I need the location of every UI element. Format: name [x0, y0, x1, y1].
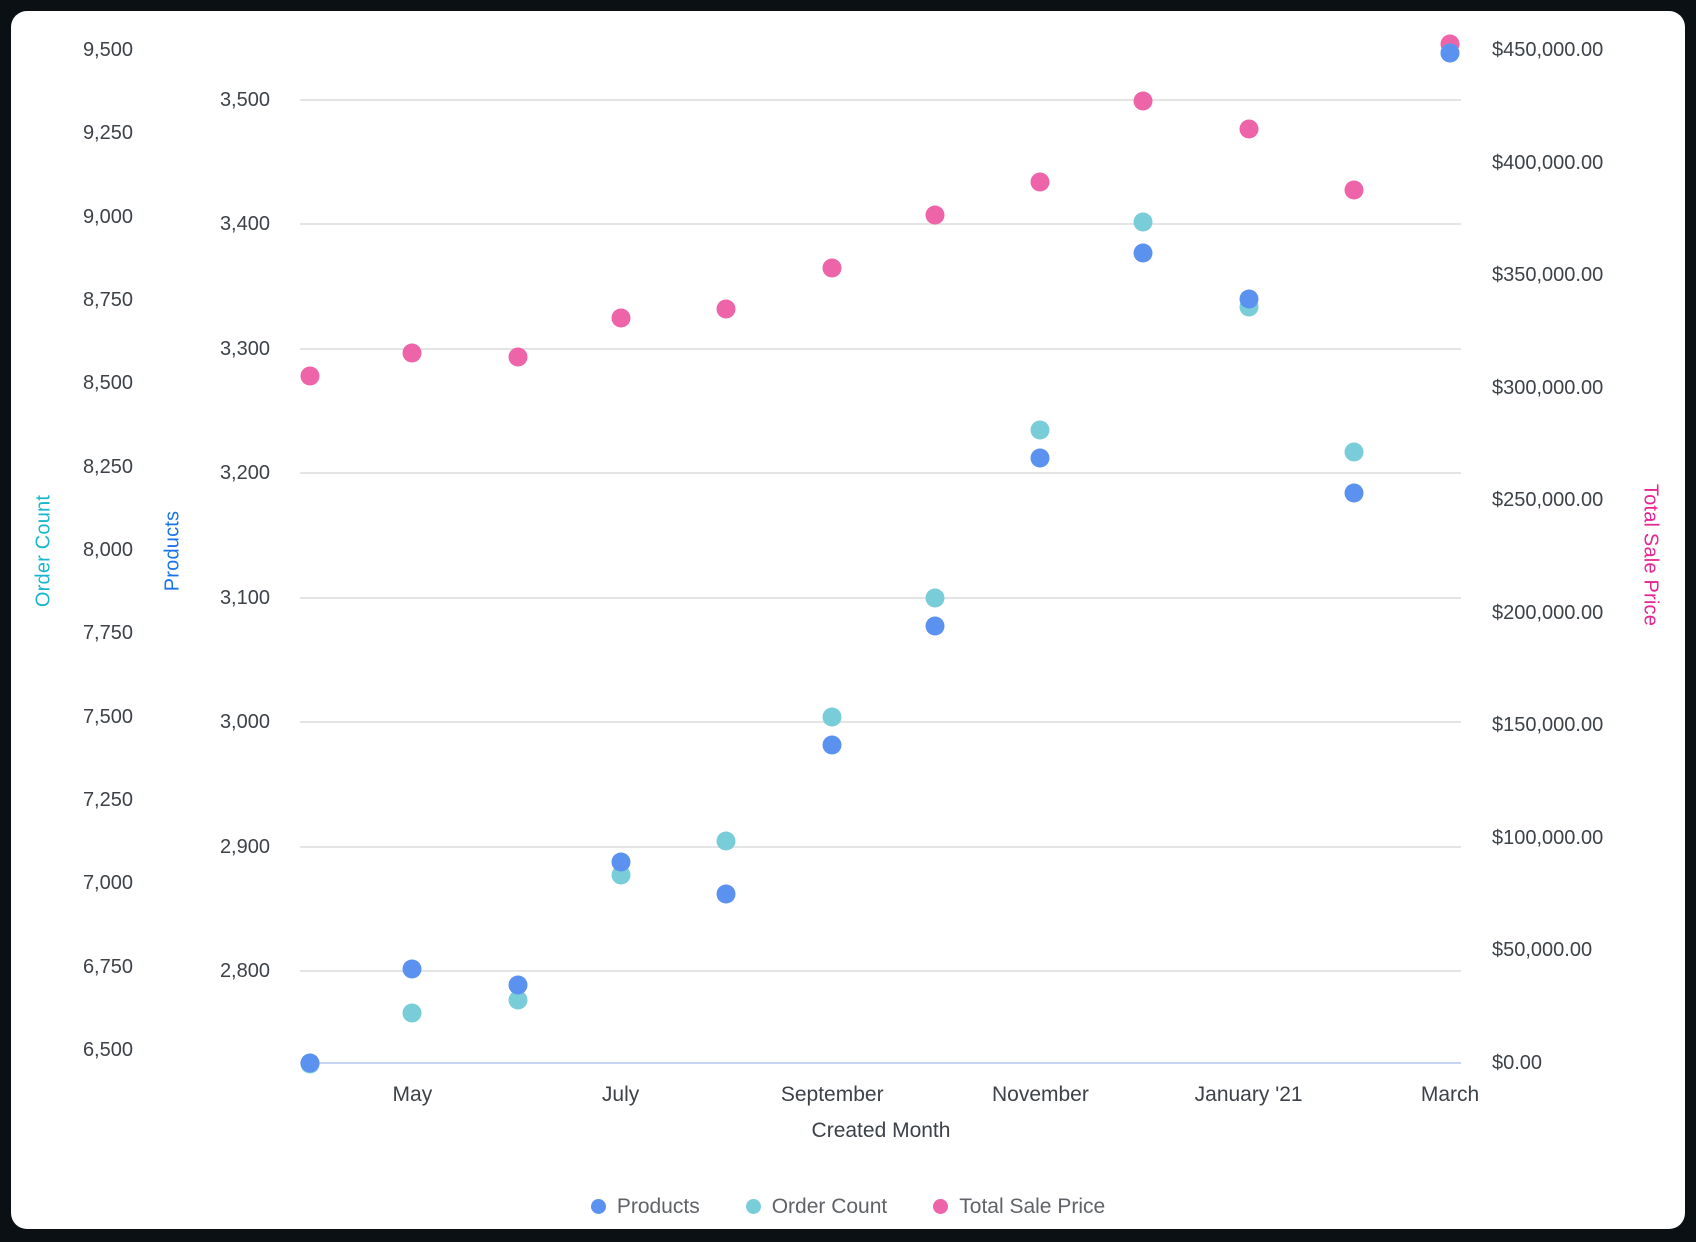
y-tick-order-count: 9,250: [82, 122, 133, 145]
data-point-products[interactable]: [1030, 448, 1050, 468]
legend-label: Total Sale Price: [959, 1195, 1106, 1218]
data-point-products[interactable]: [611, 852, 631, 871]
data-point-order-count[interactable]: [822, 707, 842, 727]
axis-title-total-sale-price: Total Sale Price: [1639, 483, 1662, 627]
x-tick-month: January '21: [1194, 1083, 1303, 1106]
y-tick-products: 3,400: [219, 213, 270, 236]
gridline: [300, 99, 1461, 101]
data-point-total-sale-price[interactable]: [822, 258, 842, 278]
y-tick-products: 2,900: [219, 835, 270, 858]
data-point-order-count[interactable]: [925, 588, 945, 608]
y-tick-order-count: 9,500: [82, 39, 133, 61]
y-tick-total-sale-price: $100,000.00: [1492, 826, 1604, 849]
data-point-products[interactable]: [1239, 289, 1259, 309]
legend-item-products[interactable]: Products: [590, 1195, 700, 1218]
gridline: [300, 721, 1461, 724]
data-point-total-sale-price[interactable]: [508, 347, 528, 367]
y-tick-order-count: 7,250: [82, 789, 133, 811]
data-point-total-sale-price[interactable]: [716, 299, 736, 319]
data-point-products[interactable]: [1344, 483, 1364, 503]
legend-swatch-icon: [745, 1199, 761, 1214]
data-point-total-sale-price[interactable]: [1030, 172, 1050, 192]
data-point-total-sale-price[interactable]: [1133, 91, 1153, 111]
legend-swatch-icon: [933, 1199, 949, 1214]
y-tick-products: 3,500: [219, 89, 270, 111]
y-tick-order-count: 6,500: [82, 1039, 133, 1061]
data-point-products[interactable]: [822, 735, 842, 755]
data-point-order-count[interactable]: [1344, 442, 1364, 462]
y-tick-total-sale-price: $150,000.00: [1492, 714, 1604, 736]
gridline: [300, 472, 1461, 475]
y-tick-total-sale-price: $400,000.00: [1492, 151, 1604, 174]
data-point-total-sale-price[interactable]: [611, 308, 631, 328]
data-point-total-sale-price[interactable]: [925, 205, 945, 225]
x-axis-title: Created Month: [811, 1119, 951, 1142]
gridline: [300, 970, 1461, 972]
y-tick-order-count: 8,500: [82, 372, 133, 395]
data-point-products[interactable]: [925, 616, 945, 636]
y-tick-total-sale-price: $300,000.00: [1492, 376, 1604, 399]
y-tick-total-sale-price: $200,000.00: [1492, 601, 1604, 624]
y-tick-order-count: 7,500: [82, 705, 133, 728]
y-tick-order-count: 7,000: [82, 872, 133, 895]
data-point-total-sale-price[interactable]: [402, 343, 422, 363]
y-tick-order-count: 8,250: [82, 455, 133, 478]
axis-title-order-count: Order Count: [32, 494, 55, 608]
legend-item-total-sale-price[interactable]: Total Sale Price: [933, 1196, 1105, 1217]
data-point-order-count[interactable]: [1030, 420, 1050, 440]
data-point-total-sale-price[interactable]: [300, 366, 320, 386]
gridline: [300, 347, 1461, 350]
y-tick-total-sale-price: $50,000.00: [1492, 939, 1593, 961]
y-tick-total-sale-price: $350,000.00: [1492, 264, 1604, 286]
y-tick-total-sale-price: $0.00: [1492, 1051, 1543, 1074]
data-point-products[interactable]: [1440, 43, 1460, 63]
y-tick-total-sale-price: $250,000.00: [1492, 489, 1604, 511]
data-point-total-sale-price[interactable]: [1344, 180, 1364, 200]
y-tick-total-sale-price: $450,000.00: [1492, 39, 1604, 61]
axis-title-products: Products: [161, 510, 184, 592]
data-point-order-count[interactable]: [402, 1003, 422, 1023]
data-point-products[interactable]: [1133, 243, 1153, 263]
y-tick-order-count: 7,750: [82, 622, 133, 645]
y-tick-order-count: 9,000: [82, 205, 133, 228]
legend-label: Order Count: [771, 1195, 888, 1218]
data-point-total-sale-price[interactable]: [1239, 119, 1259, 139]
x-tick-month: November: [991, 1083, 1089, 1106]
data-point-order-count[interactable]: [716, 831, 736, 851]
data-point-order-count[interactable]: [1133, 212, 1153, 232]
y-tick-products: 3,100: [219, 586, 270, 609]
data-point-products[interactable]: [716, 884, 736, 904]
legend-swatch-icon: [590, 1199, 606, 1214]
x-axis-line: [300, 1061, 1461, 1064]
chart-card: 9,500 9,250 9,000 8,750 8,500 8,250 8,000 7,750…: [11, 11, 1685, 1229]
data-point-products[interactable]: [300, 1053, 320, 1073]
y-tick-products: 3,200: [219, 462, 270, 485]
x-tick-month: May: [392, 1083, 433, 1106]
y-tick-products: 3,000: [219, 711, 270, 734]
x-tick-month: July: [601, 1083, 640, 1106]
y-tick-products: 2,800: [219, 960, 270, 982]
data-point-products[interactable]: [402, 959, 422, 978]
x-tick-month: March: [1420, 1083, 1480, 1106]
y-tick-order-count: 8,750: [82, 289, 133, 311]
y-tick-order-count: 8,000: [82, 539, 133, 561]
y-tick-products: 3,300: [219, 337, 270, 360]
legend: Products Order Count Total Sale Price: [11, 1196, 1685, 1217]
data-point-order-count[interactable]: [508, 990, 528, 1010]
y-tick-order-count: 6,750: [82, 955, 133, 978]
x-tick-month: September: [780, 1083, 884, 1106]
gridline: [300, 845, 1461, 848]
gridline: [300, 596, 1461, 599]
data-point-products[interactable]: [508, 975, 528, 995]
legend-item-order-count[interactable]: Order Count: [745, 1195, 888, 1218]
data-point-order-count[interactable]: [611, 865, 631, 885]
gridline: [300, 223, 1461, 226]
legend-label: Products: [616, 1195, 700, 1218]
